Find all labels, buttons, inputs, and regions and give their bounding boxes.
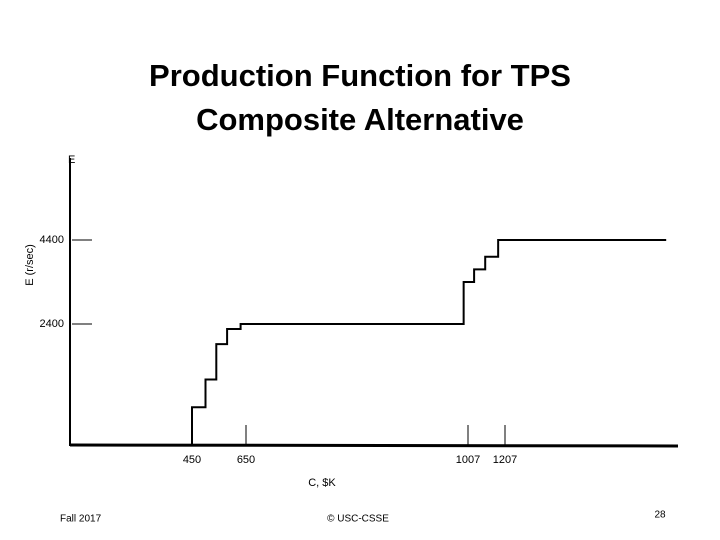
step-line	[191, 239, 667, 445]
chart-title: Composite Alternative	[196, 102, 524, 137]
y-tick-label: 2400	[40, 318, 64, 330]
chart-title: Production Function for TPS	[149, 58, 571, 93]
x-tick-label: 1007	[456, 454, 480, 466]
x-tick-label: 1207	[493, 454, 517, 466]
x-tick-label: 450	[183, 454, 201, 466]
footer-left: Fall 2017	[60, 514, 102, 525]
y-axis-title: E (r/sec)	[24, 244, 36, 286]
x-axis-title: C, $K	[308, 477, 336, 489]
y-axis-top-label: E	[68, 154, 75, 166]
x-tick-label: 650	[237, 454, 255, 466]
page-number: 28	[654, 510, 666, 521]
x-axis	[69, 443, 679, 448]
y-tick-label: 4400	[40, 234, 64, 246]
footer-center: © USC-CSSE	[327, 514, 389, 525]
